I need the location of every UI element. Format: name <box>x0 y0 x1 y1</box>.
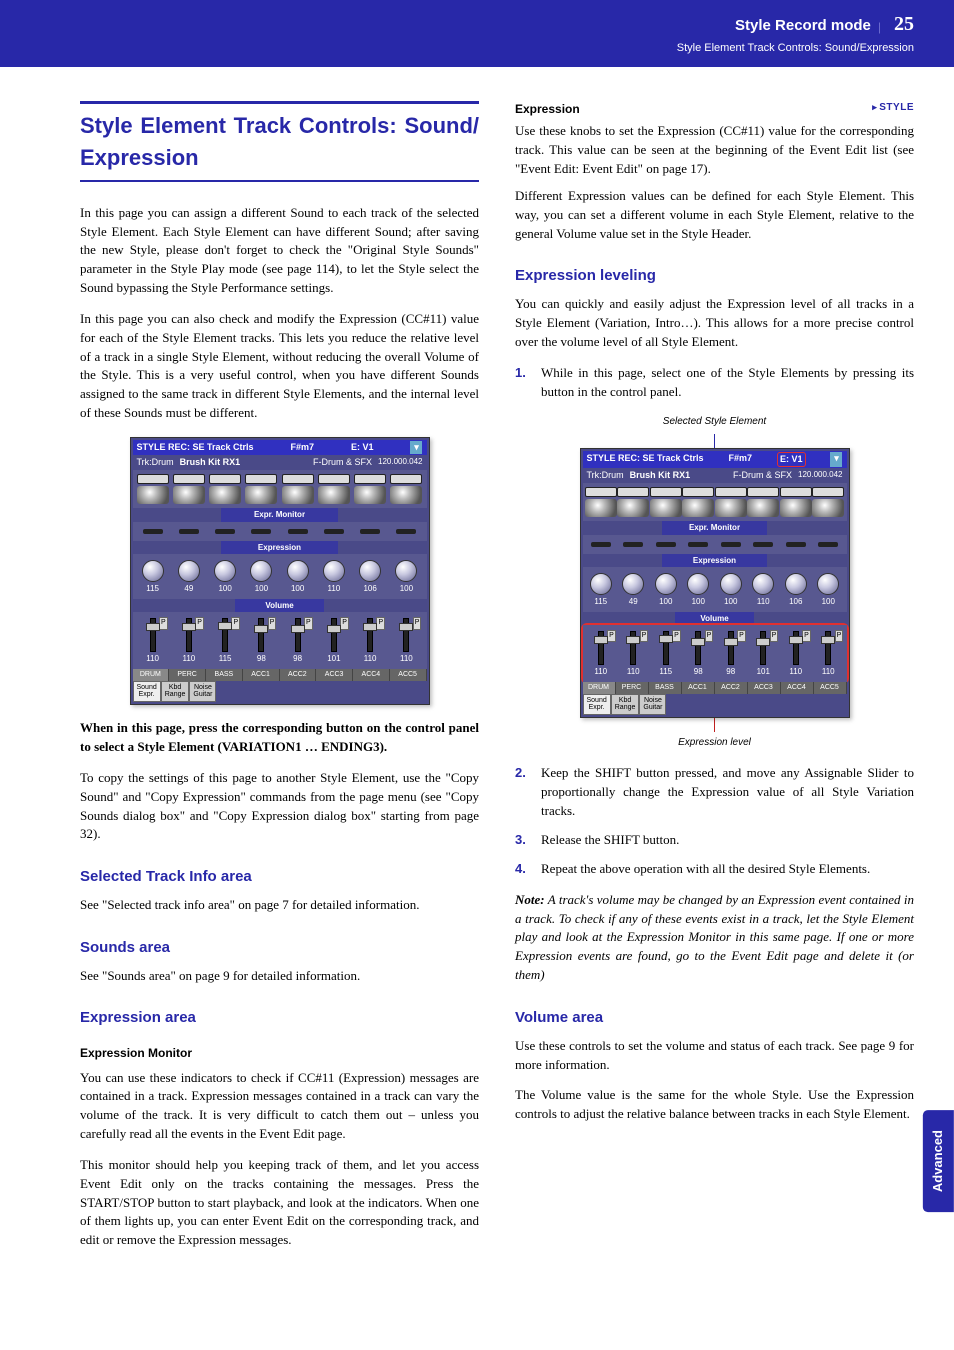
header-title: Style Record mode <box>735 17 871 34</box>
r-p1: Use these knobs to set the Expression (C… <box>515 122 914 179</box>
screenshot-1: STYLE REC: SE Track Ctrls F#m7 E: V1 ▾ T… <box>80 437 479 705</box>
r-p4: Use these controls to set the volume and… <box>515 1037 914 1075</box>
right-column: Expression STYLE Use these knobs to set … <box>515 101 914 1262</box>
sb-cat: F-Drum & SFX <box>313 456 372 469</box>
sound-icons-row <box>133 470 427 508</box>
sound-icons-row-2 <box>583 483 847 521</box>
sb2-num: 120.000.042 <box>798 469 843 482</box>
sb2-sound: Brush Kit RX1 <box>630 469 727 482</box>
sb2-title-right-highlighted: E: V1 <box>777 452 806 467</box>
header-divider: | <box>878 18 881 37</box>
step-1-num: 1. <box>515 364 541 402</box>
volume-sliders: P110P110P115P98P98P101P110P110 <box>133 612 427 669</box>
expression-knobs-2: 11549100100100110106100 <box>583 567 847 612</box>
expr-dash-row-2 <box>583 535 847 554</box>
sb-title-right: E: V1 <box>351 441 374 454</box>
slider-highlight: P110P110P115P98P98P101P110P110 <box>581 623 849 684</box>
intro-p1: In this page you can assign a different … <box>80 204 479 298</box>
volume-label: Volume <box>235 599 323 613</box>
r-p2: Different Expression values can be defin… <box>515 187 914 244</box>
h2-selected-track: Selected Track Info area <box>80 866 479 888</box>
bottom-tabs-2: SoundExpr.KbdRangeNoiseGuitar <box>583 694 847 715</box>
step-1: While in this page, select one of the St… <box>541 364 914 402</box>
left-column: Style Element Track Controls: Sound/ Exp… <box>80 101 479 1262</box>
header-subtitle: Style Element Track Controls: Sound/Expr… <box>0 41 914 57</box>
dropdown-icon: ▾ <box>410 441 422 454</box>
p-selected-track: See "Selected track info area" on page 7… <box>80 896 479 915</box>
bold-note: When in this page, press the correspondi… <box>80 719 479 757</box>
h2-sounds-area: Sounds area <box>80 937 479 959</box>
screenshot-2: Selected Style Element STYLE REC: SE Tra… <box>515 415 914 750</box>
sb2-cat: F-Drum & SFX <box>733 469 792 482</box>
expression-knobs: 11549100100100110106100 <box>133 554 427 599</box>
step-2-num: 2. <box>515 764 541 821</box>
expression-label: Expression <box>221 541 339 555</box>
style-tag: STYLE <box>872 101 914 118</box>
dropdown-icon-2: ▾ <box>830 452 842 467</box>
expression-label-heading: Expression <box>515 101 580 118</box>
track-tabs-2: DRUMPERCBASSACC1ACC2ACC3ACC4ACC5 <box>583 682 847 694</box>
intro-p2: In this page you can also check and modi… <box>80 310 479 423</box>
side-tab-advanced: Advanced <box>923 1110 954 1212</box>
p-sounds-area: See "Sounds area" on page 9 for detailed… <box>80 967 479 986</box>
note-text: A track's volume may be changed by an Ex… <box>515 892 914 982</box>
note-label: Note: <box>515 892 545 907</box>
page-number: 25 <box>894 13 914 35</box>
note-para: Note: A track's volume may be changed by… <box>515 891 914 985</box>
r-p3: You can quickly and easily adjust the Ex… <box>515 295 914 352</box>
expr-monitor-label-2: Expr. Monitor <box>662 521 768 535</box>
h2-expression-area: Expression area <box>80 1007 479 1029</box>
section-title: Style Element Track Controls: Sound/ Exp… <box>80 101 479 182</box>
sb2-trk: Trk:Drum <box>587 469 624 482</box>
volume-sliders-2: P110P110P115P98P98P101P110P110 <box>583 625 847 682</box>
p-expr-mon-2: This monitor should help you keeping tra… <box>80 1156 479 1250</box>
r-p5: The Volume value is the same for the who… <box>515 1086 914 1124</box>
step-4: Repeat the above operation with all the … <box>541 860 914 879</box>
sub-expression-monitor: Expression Monitor <box>80 1045 479 1062</box>
step-2: Keep the SHIFT button pressed, and move … <box>541 764 914 821</box>
sb-num: 120.000.042 <box>378 456 423 469</box>
arrow-bottom <box>714 718 715 732</box>
sb2-title-mid: F#m7 <box>729 452 753 467</box>
section-title-l2: Expression <box>80 142 479 174</box>
sb-trk: Trk:Drum <box>137 456 174 469</box>
section-title-l1: Style Element Track Controls: Sound/ <box>80 113 479 138</box>
annot-expression-level: Expression level <box>515 736 914 751</box>
page-header: Style Record mode | 25 Style Element Tra… <box>0 0 954 67</box>
arrow-top <box>714 434 715 448</box>
expression-label-2: Expression <box>662 554 768 568</box>
p-expr-mon-1: You can use these indicators to check if… <box>80 1069 479 1144</box>
sb-sound: Brush Kit RX1 <box>180 456 307 469</box>
sb2-title-left: STYLE REC: SE Track Ctrls <box>587 452 704 467</box>
track-tabs: DRUMPERCBASSACC1ACC2ACC3ACC4ACC5 <box>133 669 427 681</box>
h2-expression-leveling: Expression leveling <box>515 265 914 287</box>
step-3-num: 3. <box>515 831 541 850</box>
expr-monitor-label: Expr. Monitor <box>221 508 339 522</box>
sb-title-left: STYLE REC: SE Track Ctrls <box>137 441 254 454</box>
h2-volume-area: Volume area <box>515 1007 914 1029</box>
expr-dash-row <box>133 522 427 541</box>
annot-selected-se: Selected Style Element <box>515 415 914 430</box>
copy-para: To copy the settings of this page to ano… <box>80 769 479 844</box>
step-3: Release the SHIFT button. <box>541 831 914 850</box>
step-4-num: 4. <box>515 860 541 879</box>
sb-title-mid: F#m7 <box>291 441 315 454</box>
bottom-tabs: SoundExpr.KbdRangeNoiseGuitar <box>133 681 427 702</box>
